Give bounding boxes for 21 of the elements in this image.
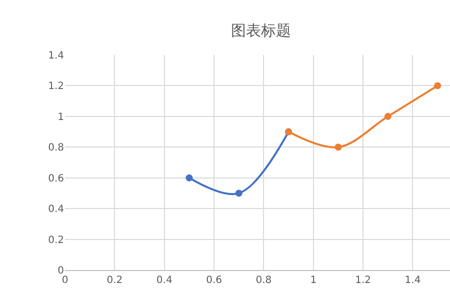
y-tick-label: 1 — [58, 112, 64, 123]
point — [384, 112, 392, 120]
x-tick-label: 1 — [310, 275, 317, 286]
x-tick-label: 1.2 — [355, 275, 372, 286]
chart-title: 图表标题 — [231, 21, 291, 40]
y-tick-label: 0.4 — [48, 204, 64, 216]
x-tick-label: 1.4 — [404, 275, 421, 286]
x-tick-label: 0.2 — [106, 275, 123, 286]
point — [334, 144, 342, 151]
point — [235, 190, 242, 197]
x-tick-label: 0.6 — [206, 275, 222, 286]
point — [434, 82, 442, 90]
y-tick-label: 1.4 — [48, 50, 64, 62]
y-tick-label: 1.2 — [48, 81, 64, 92]
point — [186, 174, 193, 182]
y-tick-label: 0 — [58, 266, 64, 276]
y-tick-label: 0.8 — [48, 142, 64, 154]
x-tick-label: 0.8 — [256, 275, 272, 286]
y-tick-label: 0.6 — [48, 173, 64, 184]
y-tick-label: 0.2 — [48, 234, 64, 246]
x-tick-label: 0.4 — [156, 275, 172, 286]
